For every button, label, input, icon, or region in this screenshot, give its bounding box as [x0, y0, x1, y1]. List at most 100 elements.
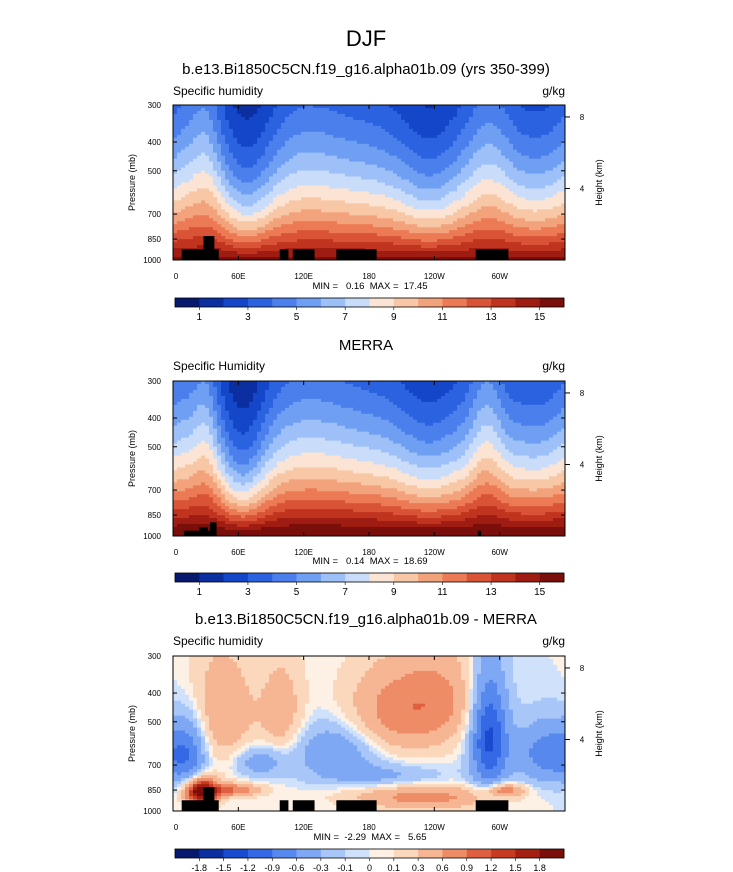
heatmap-cell: [357, 105, 362, 109]
heatmap-cell: [393, 113, 398, 118]
heatmap-cell: [225, 125, 230, 130]
heatmap-cell: [449, 197, 454, 201]
heatmap-cell: [505, 194, 510, 198]
heatmap-cell: [425, 161, 430, 166]
heatmap-cell: [281, 137, 286, 142]
heatmap-cell: [273, 221, 278, 225]
heatmap-cell: [221, 233, 226, 237]
heatmap-cell: [421, 170, 426, 175]
heatmap-cell: [449, 140, 454, 145]
heatmap-cell: [397, 218, 402, 222]
heatmap-cell: [309, 155, 314, 160]
heatmap-cell: [481, 191, 486, 195]
heatmap-cell: [429, 203, 434, 207]
heatmap-cell: [357, 224, 362, 228]
heatmap-cell: [345, 143, 350, 148]
heatmap-cell: [253, 188, 258, 192]
heatmap-cell: [385, 233, 390, 237]
heatmap-cell: [313, 242, 318, 246]
heatmap-cell: [213, 152, 218, 157]
heatmap-cell: [497, 176, 502, 181]
heatmap-cell: [473, 113, 478, 118]
heatmap-cell: [393, 248, 398, 252]
heatmap-cell: [257, 182, 262, 186]
heatmap-cell: [397, 105, 402, 109]
heatmap-cell: [349, 143, 354, 148]
heatmap-cell: [317, 248, 322, 252]
heatmap-cell: [269, 245, 274, 249]
heatmap-cell: [285, 239, 290, 243]
heatmap-cell: [529, 182, 534, 186]
heatmap-cell: [497, 212, 502, 216]
heatmap-cell: [265, 197, 270, 201]
heatmap-cell: [501, 170, 506, 175]
heatmap-cell: [329, 185, 334, 189]
heatmap-cell: [561, 125, 565, 130]
heatmap-cell: [217, 161, 222, 166]
heatmap-cell: [541, 212, 546, 216]
heatmap-cell: [521, 224, 526, 228]
heatmap-cell: [341, 122, 346, 127]
heatmap-cell: [349, 158, 354, 163]
heatmap-cell: [341, 191, 346, 195]
heatmap-cell: [281, 200, 286, 204]
heatmap-cell: [453, 218, 458, 222]
heatmap-cell: [329, 212, 334, 216]
heatmap-cell: [197, 194, 202, 198]
heatmap-cell: [293, 158, 298, 163]
heatmap-cell: [221, 212, 226, 216]
heatmap-cell: [505, 224, 510, 228]
heatmap-cell: [513, 188, 518, 192]
heatmap-cell: [221, 149, 226, 154]
heatmap-cell: [261, 203, 266, 207]
heatmap-cell: [385, 197, 390, 201]
heatmap-cell: [181, 230, 186, 234]
heatmap-cell: [397, 251, 402, 255]
heatmap-cell: [453, 248, 458, 252]
heatmap-cell: [517, 194, 522, 198]
heatmap-cell: [225, 194, 230, 198]
heatmap-cell: [445, 242, 450, 246]
heatmap-cell: [489, 128, 494, 133]
heatmap-cell: [525, 170, 530, 175]
heatmap-cell: [185, 191, 190, 195]
heatmap-cell: [525, 191, 530, 195]
heatmap-cell: [481, 140, 486, 145]
heatmap-cell: [181, 182, 186, 186]
heatmap-cell: [545, 105, 550, 109]
heatmap-cell: [225, 221, 230, 225]
heatmap-cell: [293, 209, 298, 213]
heatmap-cell: [461, 206, 466, 210]
heatmap-cell: [185, 131, 190, 136]
heatmap-cell: [425, 191, 430, 195]
heatmap-cell: [229, 230, 234, 234]
heatmap-cell: [201, 245, 206, 249]
heatmap-cell: [241, 179, 246, 183]
heatmap-cell: [365, 122, 370, 127]
heatmap-cell: [489, 221, 494, 225]
heatmap-cell: [453, 152, 458, 157]
heatmap-cell: [341, 200, 346, 204]
heatmap-cell: [533, 110, 538, 115]
heatmap-cell: [321, 140, 326, 145]
heatmap-cell: [285, 209, 290, 213]
heatmap-cell: [373, 182, 378, 186]
heatmap-cell: [525, 200, 530, 204]
heatmap-cell: [397, 113, 402, 118]
heatmap-cell: [405, 167, 410, 172]
heatmap-cell: [465, 236, 470, 240]
heatmap-cell: [241, 200, 246, 204]
heatmap-cell: [561, 197, 565, 201]
heatmap-cell: [445, 236, 450, 240]
heatmap-cell: [553, 107, 558, 112]
heatmap-cell: [437, 200, 442, 204]
heatmap-cell: [521, 200, 526, 204]
heatmap-cell: [405, 110, 410, 115]
heatmap-cell: [321, 125, 326, 130]
heatmap-cell: [349, 119, 354, 124]
heatmap-cell: [537, 203, 542, 207]
heatmap-cell: [173, 251, 178, 255]
heatmap-cell: [513, 212, 518, 216]
heatmap-cell: [397, 254, 402, 258]
heatmap-cell: [545, 116, 550, 121]
